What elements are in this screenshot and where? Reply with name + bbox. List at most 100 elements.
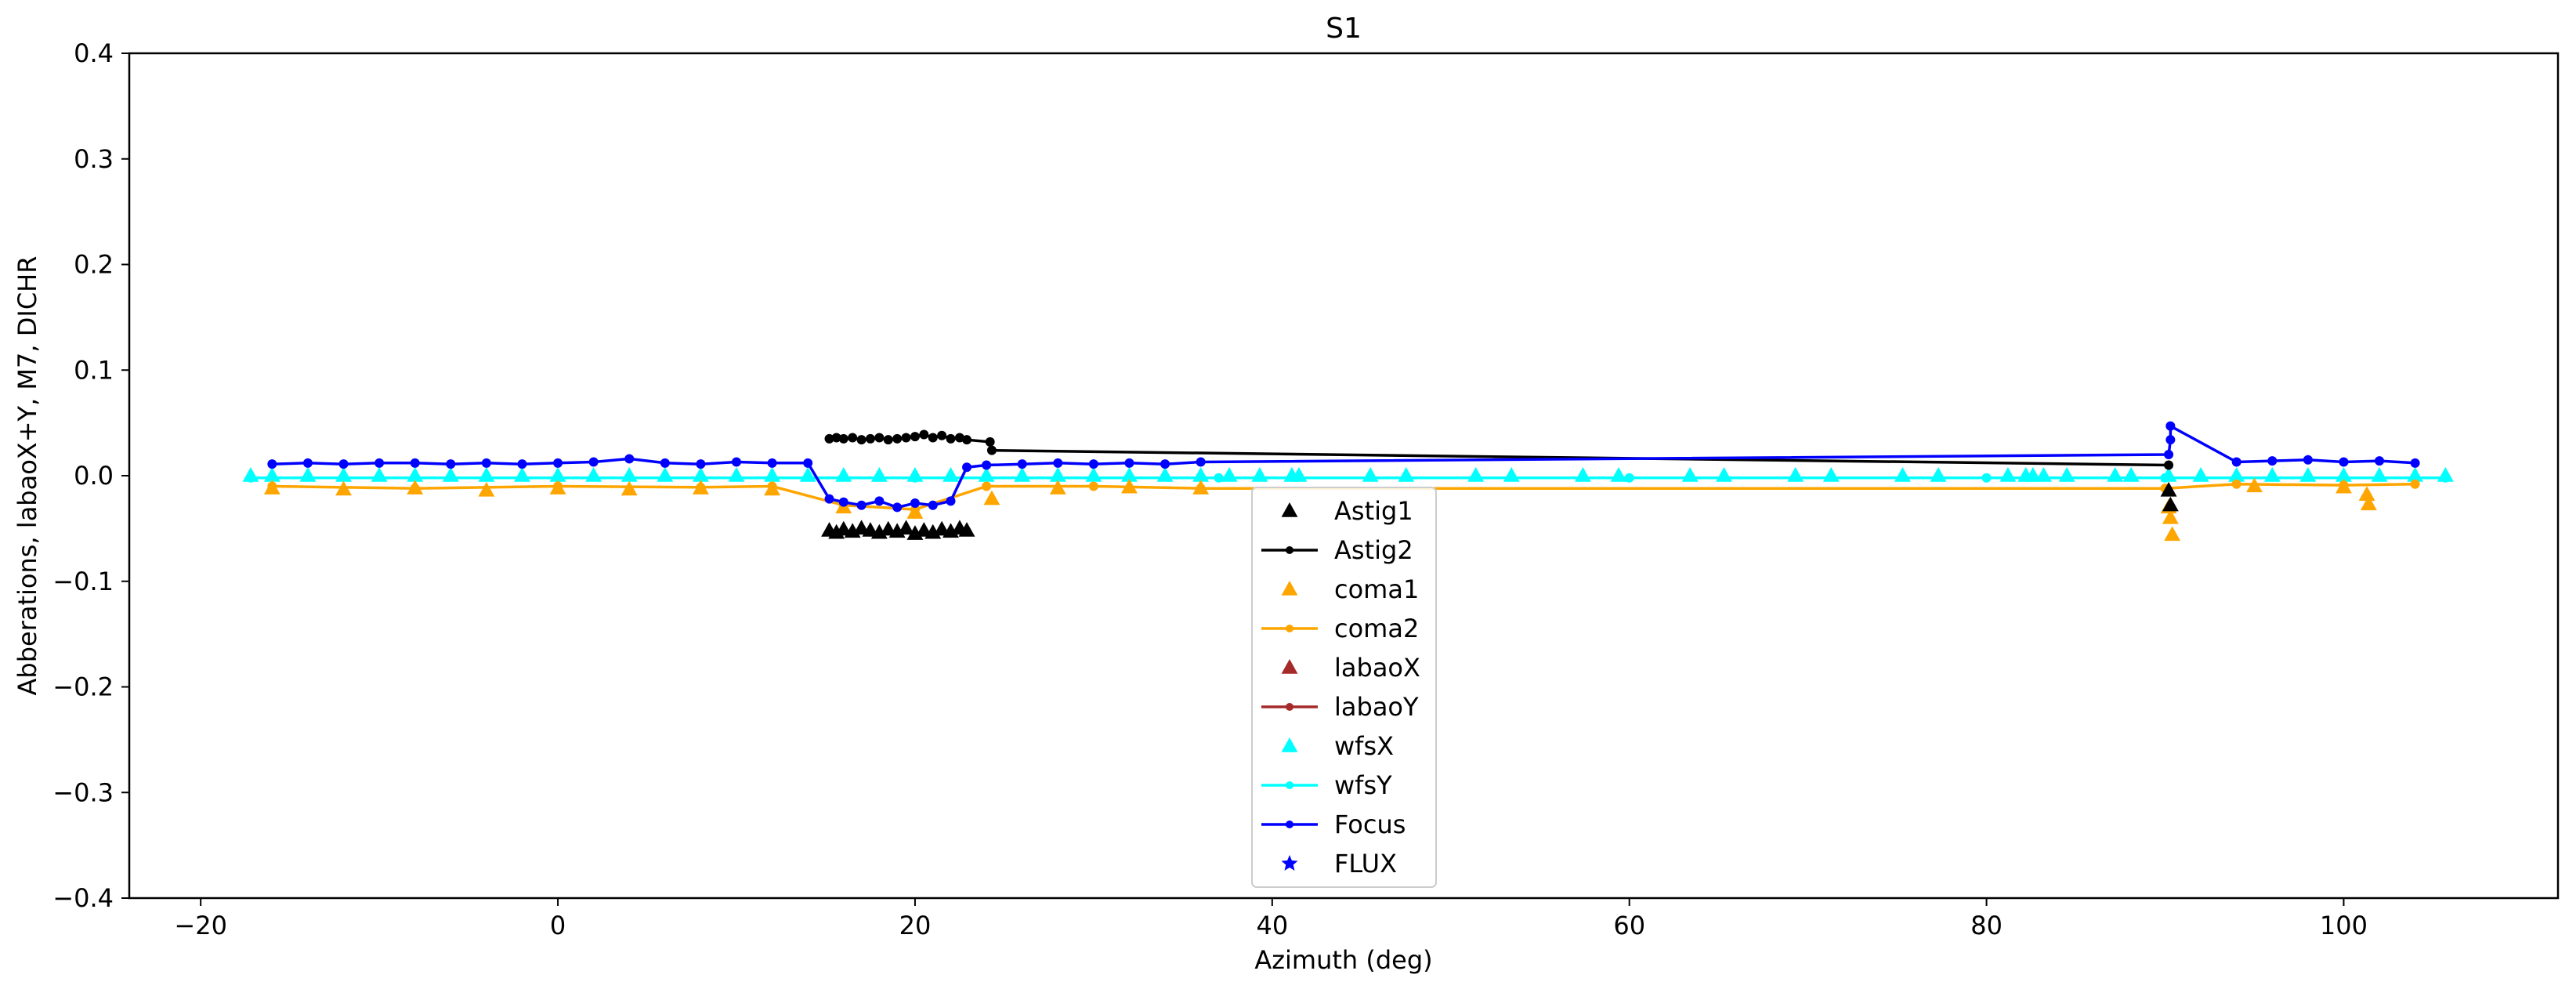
data-point-Focus [910,498,920,509]
data-point-Focus [267,459,277,469]
data-point-Focus [624,454,635,464]
data-point-coma1 [478,481,495,497]
data-point-Focus [2303,455,2313,465]
legend-box [1251,487,1437,888]
data-point-Focus [1124,458,1134,468]
data-point-Focus [2339,457,2349,467]
data-point-Focus [838,497,848,507]
legend-entry-Astig1: Astig1 [1281,496,1413,526]
series-wfsY [246,473,2451,483]
data-point-Astig2 [2164,460,2174,470]
data-point-Focus [1088,459,1098,469]
data-point-Focus [2165,421,2176,431]
legend-entry-wfsY: wfsY [1261,770,1392,800]
legend-label: Astig1 [1334,496,1413,526]
data-point-Focus [2164,450,2174,460]
data-point-Astig2 [962,435,972,445]
y-tick-label: −0.1 [52,567,114,596]
data-point-Focus [553,458,563,468]
legend-marker [1286,703,1293,711]
y-tick-label: 0.0 [74,461,114,491]
data-point-wfsY [2160,473,2170,483]
series-Astig1 [821,481,2179,540]
data-point-Focus [374,458,385,468]
data-point-Focus [962,462,972,473]
data-point-Focus [2410,458,2420,468]
data-point-Focus [481,458,491,468]
legend-marker [1286,781,1293,789]
data-point-wfsY [910,473,920,483]
legend-marker [1281,659,1298,674]
x-tick-label: −20 [174,911,227,940]
data-point-Astig2 [910,432,920,442]
data-point-Astig2 [919,429,929,440]
data-point-coma2 [2231,479,2241,489]
data-point-Focus [2375,456,2385,466]
data-point-Astig2 [985,437,995,447]
data-point-coma2 [267,481,277,491]
data-point-Astig2 [831,433,841,443]
data-point-Astig1 [2162,496,2179,512]
data-point-Focus [1053,458,1063,468]
data-point-Focus [803,458,813,468]
legend-entry-wfsX: wfsX [1281,731,1394,761]
legend-label: wfsY [1334,770,1392,800]
data-point-coma1 [2164,526,2181,542]
data-point-Astig2 [883,435,893,445]
data-point-Focus [982,460,992,470]
legend-marker [1286,546,1293,554]
legend-entry-Astig2: Astig2 [1261,535,1413,565]
data-point-wfsY [2440,473,2451,483]
data-point-wfsY [1214,473,1224,483]
legend-marker [1281,737,1298,752]
x-tick-label: 20 [899,911,932,940]
data-point-Astig1 [958,522,975,537]
legend-entry-coma2: coma2 [1261,614,1419,643]
x-axis-label: Azimuth (deg) [1254,945,1432,975]
legend-entry-coma1: coma1 [1281,574,1419,604]
data-point-Focus [1017,459,1027,469]
data-point-coma2 [2410,479,2420,489]
data-point-coma2 [696,482,706,492]
data-point-Astig2 [824,433,834,444]
data-point-Focus [928,500,938,510]
data-point-Focus [2267,456,2278,466]
data-point-wfsY [246,473,255,483]
legend-label: FLUX [1334,849,1397,879]
data-point-Astig2 [946,433,956,444]
data-point-coma1 [2360,495,2377,511]
data-point-coma2 [1088,481,1098,491]
legend-marker [1281,502,1298,517]
legend-label: coma1 [1334,574,1419,604]
y-tick-label: 0.4 [74,38,114,68]
data-point-wfsY [1624,473,1634,483]
data-point-coma2 [410,484,420,494]
x-axis: −20 0 20 40 60 80 100 [174,898,2368,940]
x-tick-label: 80 [1970,911,2003,940]
data-point-coma2 [1196,484,1206,494]
data-point-Astig2 [838,433,848,444]
data-point-wfsY [1981,473,1992,483]
data-point-wfsY [553,473,563,483]
data-point-Focus [696,459,706,469]
x-tick-label: 60 [1613,911,1645,940]
legend-label: labaoY [1334,692,1419,722]
data-point-Focus [892,502,903,513]
data-point-Focus [2165,435,2176,445]
data-point-Focus [302,458,313,468]
legend-label: coma2 [1334,614,1419,643]
legend-label: wfsX [1334,731,1394,761]
data-point-coma1 [2162,509,2179,524]
legend-label: Focus [1334,810,1406,839]
legend-entry-labaoY: labaoY [1261,692,1419,722]
legend-entry-FLUX: FLUX [1281,849,1397,879]
data-point-Astig2 [856,435,867,445]
y-tick-label: −0.4 [52,883,114,913]
series-Astig2 [824,429,2174,470]
data-point-Focus [410,458,420,468]
data-point-Focus [588,457,599,467]
data-point-Astig2 [986,445,997,455]
data-point-Astig1 [2160,481,2177,497]
data-point-Focus [874,496,885,506]
